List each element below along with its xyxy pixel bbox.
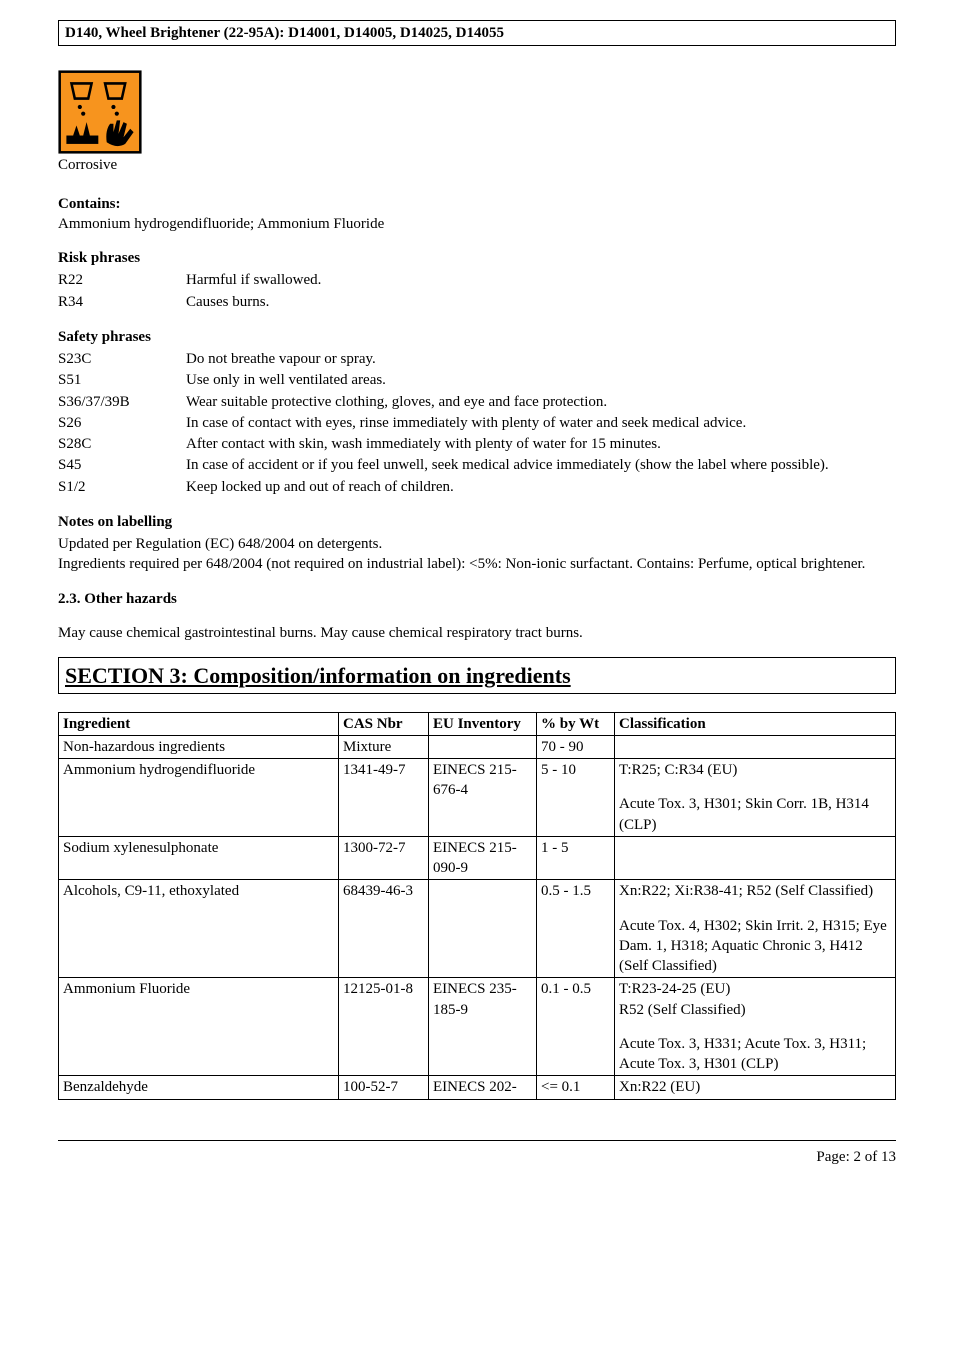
section-3-title: SECTION 3: Composition/information on in… xyxy=(65,663,571,688)
ingredients-cell xyxy=(429,880,537,978)
ingredients-cell: 12125-01-8 xyxy=(339,978,429,1076)
contains-heading: Contains: xyxy=(58,196,121,212)
phrase-row: R34Causes burns. xyxy=(58,292,321,313)
ingredients-col-header: Ingredient xyxy=(59,712,339,735)
other-hazards-text: May cause chemical gastrointestinal burn… xyxy=(58,623,896,643)
phrase-row: R22Harmful if swallowed. xyxy=(58,270,321,291)
phrase-code: S1/2 xyxy=(58,477,186,498)
ingredients-classification-cell: Xn:R22; Xi:R38-41; R52 (Self Classified)… xyxy=(615,880,896,978)
phrase-row: S51Use only in well ventilated areas. xyxy=(58,370,829,391)
ingredients-cell: 70 - 90 xyxy=(537,735,615,758)
ingredients-col-header: % by Wt xyxy=(537,712,615,735)
classification-block: T:R23-24-25 (EU)R52 (Self Classified) xyxy=(619,979,891,1020)
ingredients-row: Alcohols, C9-11, ethoxylated68439-46-3 0… xyxy=(59,880,896,978)
phrase-row: S36/37/39BWear suitable protective cloth… xyxy=(58,392,829,413)
phrase-text: After contact with skin, wash immediatel… xyxy=(186,434,829,455)
ingredients-cell: Benzaldehyde xyxy=(59,1076,339,1099)
ingredients-cell: EINECS 235-185-9 xyxy=(429,978,537,1076)
ingredients-cell: 100-52-7 xyxy=(339,1076,429,1099)
classification-block: Xn:R22; Xi:R38-41; R52 (Self Classified) xyxy=(619,881,891,901)
ingredients-cell: <= 0.1 xyxy=(537,1076,615,1099)
ingredients-cell: 5 - 10 xyxy=(537,759,615,837)
hazard-symbol-block: Corrosive xyxy=(58,70,896,175)
phrase-row: S1/2Keep locked up and out of reach of c… xyxy=(58,477,829,498)
phrase-text: Do not breathe vapour or spray. xyxy=(186,349,829,370)
ingredients-classification-cell: T:R25; C:R34 (EU) Acute Tox. 3, H301; Ski… xyxy=(615,759,896,837)
ingredients-cell: Mixture xyxy=(339,735,429,758)
ingredients-cell: EINECS 215-676-4 xyxy=(429,759,537,837)
ingredients-cell xyxy=(429,735,537,758)
safety-phrases-table: S23CDo not breathe vapour or spray.S51Us… xyxy=(58,349,829,498)
corrosive-icon xyxy=(58,70,142,154)
ingredients-cell: 0.1 - 0.5 xyxy=(537,978,615,1076)
ingredients-cell: 1 - 5 xyxy=(537,836,615,880)
ingredients-col-header: Classification xyxy=(615,712,896,735)
phrase-code: R22 xyxy=(58,270,186,291)
ingredients-cell: 1300-72-7 xyxy=(339,836,429,880)
ingredients-row: Ammonium hydrogendifluoride1341-49-7EINE… xyxy=(59,759,896,837)
ingredients-col-header: EU Inventory xyxy=(429,712,537,735)
contains-block: Contains: Ammonium hydrogendifluoride; A… xyxy=(58,194,896,235)
phrase-code: S28C xyxy=(58,434,186,455)
ingredients-cell: 1341-49-7 xyxy=(339,759,429,837)
ingredients-row: Non-hazardous ingredientsMixture 70 - 90 xyxy=(59,735,896,758)
labelling-line: Ingredients required per 648/2004 (not r… xyxy=(58,554,896,574)
ingredients-cell: Ammonium Fluoride xyxy=(59,978,339,1076)
header-title: D140, Wheel Brightener (22-95A): D14001,… xyxy=(65,25,504,41)
ingredients-row: Benzaldehyde100-52-7EINECS 202- <= 0.1Xn… xyxy=(59,1076,896,1099)
ingredients-cell: EINECS 215-090-9 xyxy=(429,836,537,880)
phrase-row: S45In case of accident or if you feel un… xyxy=(58,455,829,476)
page-number: Page: 2 of 13 xyxy=(58,1147,896,1167)
ingredients-row: Sodium xylenesulphonate1300-72-7EINECS 2… xyxy=(59,836,896,880)
ingredients-col-header: CAS Nbr xyxy=(339,712,429,735)
phrase-text: Wear suitable protective clothing, glove… xyxy=(186,392,829,413)
phrase-text: Use only in well ventilated areas. xyxy=(186,370,829,391)
classification-block: Xn:R22 (EU) xyxy=(619,1077,891,1097)
ingredients-cell: 68439-46-3 xyxy=(339,880,429,978)
labelling-notes-heading: Notes on labelling xyxy=(58,512,896,532)
ingredients-classification-cell xyxy=(615,735,896,758)
phrase-code: S36/37/39B xyxy=(58,392,186,413)
footer-rule xyxy=(58,1140,896,1141)
classification-block: Acute Tox. 4, H302; Skin Irrit. 2, H315;… xyxy=(619,916,891,977)
phrase-code: R34 xyxy=(58,292,186,313)
phrase-row: S26In case of contact with eyes, rinse i… xyxy=(58,413,829,434)
labelling-line: Updated per Regulation (EC) 648/2004 on … xyxy=(58,534,896,554)
ingredients-cell: Sodium xylenesulphonate xyxy=(59,836,339,880)
phrase-row: S28CAfter contact with skin, wash immedi… xyxy=(58,434,829,455)
phrase-row: S23CDo not breathe vapour or spray. xyxy=(58,349,829,370)
section-3-bar: SECTION 3: Composition/information on in… xyxy=(58,657,896,694)
ingredients-cell: Non-hazardous ingredients xyxy=(59,735,339,758)
phrase-code: S51 xyxy=(58,370,186,391)
classification-block: T:R25; C:R34 (EU) xyxy=(619,760,891,780)
other-hazards-heading: 2.3. Other hazards xyxy=(58,589,896,609)
document-header: D140, Wheel Brightener (22-95A): D14001,… xyxy=(58,20,896,46)
contains-text: Ammonium hydrogendifluoride; Ammonium Fl… xyxy=(58,216,384,232)
ingredients-classification-cell xyxy=(615,836,896,880)
safety-phrases-heading: Safety phrases xyxy=(58,327,896,347)
phrase-text: Keep locked up and out of reach of child… xyxy=(186,477,829,498)
phrase-code: S23C xyxy=(58,349,186,370)
ingredients-cell: Alcohols, C9-11, ethoxylated xyxy=(59,880,339,978)
ingredients-table: IngredientCAS NbrEU Inventory% by WtClas… xyxy=(58,712,896,1100)
phrase-text: In case of accident or if you feel unwel… xyxy=(186,455,829,476)
phrase-code: S26 xyxy=(58,413,186,434)
phrase-text: In case of contact with eyes, rinse imme… xyxy=(186,413,829,434)
ingredients-cell: 0.5 - 1.5 xyxy=(537,880,615,978)
classification-block: Acute Tox. 3, H331; Acute Tox. 3, H311; … xyxy=(619,1034,891,1075)
ingredients-cell: Ammonium hydrogendifluoride xyxy=(59,759,339,837)
ingredients-cell: EINECS 202- xyxy=(429,1076,537,1099)
hazard-symbol-caption: Corrosive xyxy=(58,155,896,175)
phrase-text: Harmful if swallowed. xyxy=(186,270,321,291)
phrase-code: S45 xyxy=(58,455,186,476)
ingredients-classification-cell: Xn:R22 (EU) xyxy=(615,1076,896,1099)
classification-block: Acute Tox. 3, H301; Skin Corr. 1B, H314 … xyxy=(619,794,891,835)
labelling-notes-body: Updated per Regulation (EC) 648/2004 on … xyxy=(58,534,896,575)
ingredients-classification-cell: T:R23-24-25 (EU)R52 (Self Classified) Acu… xyxy=(615,978,896,1076)
risk-phrases-table: R22Harmful if swallowed.R34Causes burns. xyxy=(58,270,321,313)
ingredients-row: Ammonium Fluoride12125-01-8EINECS 235-18… xyxy=(59,978,896,1076)
phrase-text: Causes burns. xyxy=(186,292,321,313)
risk-phrases-heading: Risk phrases xyxy=(58,248,896,268)
